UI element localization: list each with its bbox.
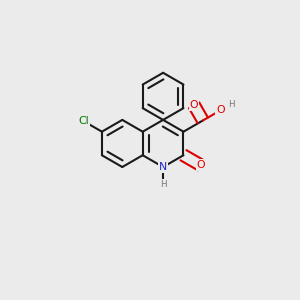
Text: H: H <box>160 180 166 189</box>
Text: O: O <box>196 160 205 170</box>
Text: O: O <box>190 100 198 110</box>
Text: N: N <box>159 162 167 172</box>
Text: H: H <box>228 100 235 109</box>
Text: Cl: Cl <box>78 116 89 126</box>
Text: O: O <box>216 106 224 116</box>
